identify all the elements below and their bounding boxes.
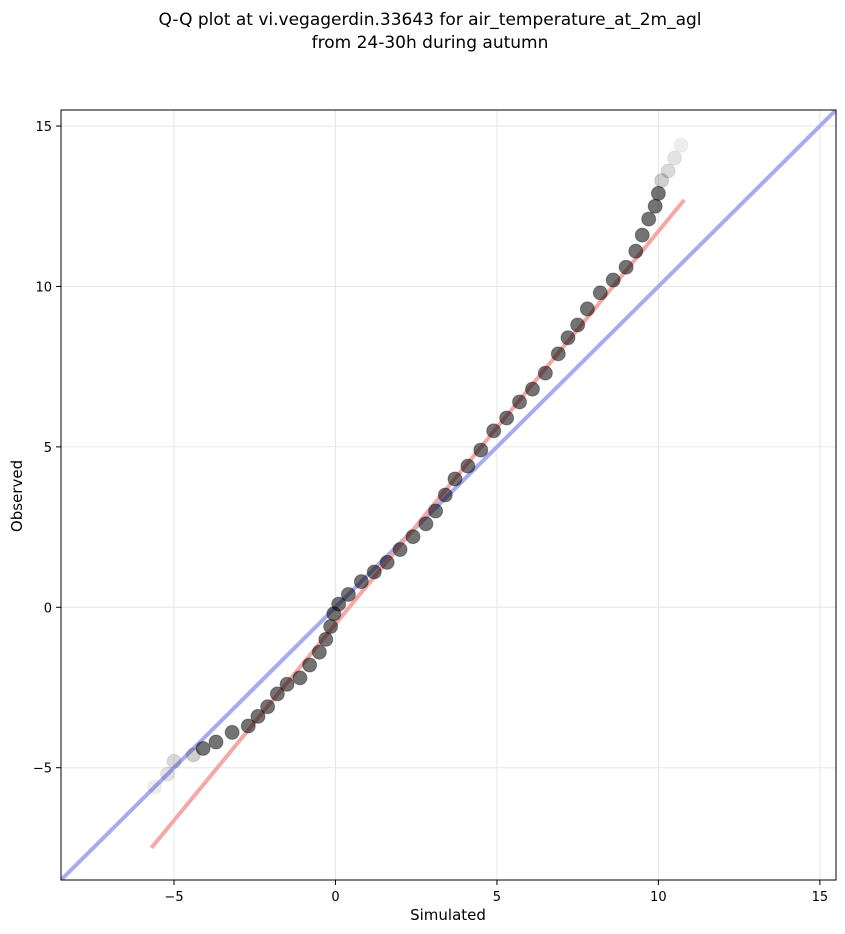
data-point	[634, 227, 650, 243]
y-axis-label: Observed	[8, 460, 26, 532]
data-point	[366, 564, 382, 580]
data-point	[323, 619, 339, 635]
grid	[61, 110, 836, 880]
data-point	[292, 670, 308, 686]
data-point	[418, 516, 434, 532]
data-point	[311, 644, 327, 660]
data-point	[605, 272, 621, 288]
data-point	[160, 766, 176, 782]
data-point	[353, 574, 369, 590]
data-point	[302, 657, 318, 673]
axis-ticks: −5 0 5 10 15 −5 0 5 10 15	[33, 120, 828, 905]
x-tick-label: 10	[650, 890, 667, 905]
plot-frame	[60, 109, 837, 881]
chart-title: Q-Q plot at vi.vegagerdin.33643 for air_…	[158, 10, 701, 30]
data-point	[460, 458, 476, 474]
data-point	[524, 381, 540, 397]
data-point	[405, 529, 421, 545]
data-point	[512, 394, 528, 410]
data-point	[166, 753, 182, 769]
x-tick-label: 5	[493, 890, 501, 905]
data-point	[250, 708, 266, 724]
y-tick-label: 5	[44, 441, 52, 456]
data-point	[437, 487, 453, 503]
data-point	[147, 779, 163, 795]
data-point	[269, 686, 285, 702]
data-point	[550, 346, 566, 362]
data-point	[279, 676, 295, 692]
data-point	[592, 285, 608, 301]
data-point	[618, 259, 634, 275]
chart-subtitle: from 24-30h during autumn	[312, 33, 549, 53]
fit-line	[149, 198, 686, 850]
data-point	[499, 410, 515, 426]
data-point	[673, 137, 689, 153]
data-point	[340, 586, 356, 602]
y-tick-label: 10	[35, 280, 52, 295]
data-point	[570, 317, 586, 333]
data-point	[447, 471, 463, 487]
data-point	[379, 554, 395, 570]
y-tick-label: 15	[35, 120, 52, 135]
y-tick-label: 0	[44, 601, 52, 616]
data-point	[560, 330, 576, 346]
y-tick-label: −5	[33, 762, 52, 777]
data-point	[650, 185, 666, 201]
data-point	[473, 442, 489, 458]
x-axis-label: Simulated	[410, 906, 486, 924]
data-point	[195, 740, 211, 756]
data-point	[654, 173, 670, 189]
data-point	[660, 163, 676, 179]
data-point	[628, 243, 644, 259]
data-point	[647, 198, 663, 214]
data-point	[667, 150, 683, 166]
data-point	[208, 734, 224, 750]
data-point	[260, 699, 276, 715]
x-tick-label: 15	[812, 890, 829, 905]
data-point	[318, 631, 334, 647]
x-tick-label: −5	[164, 890, 183, 905]
data-points	[147, 137, 689, 795]
x-tick-label: 0	[331, 890, 339, 905]
data-point	[240, 718, 256, 734]
data-point	[428, 503, 444, 519]
data-point	[641, 211, 657, 227]
data-point	[224, 724, 240, 740]
data-point	[486, 423, 502, 439]
data-point	[537, 365, 553, 381]
data-point	[331, 596, 347, 612]
data-point	[579, 301, 595, 317]
data-point	[392, 542, 408, 558]
